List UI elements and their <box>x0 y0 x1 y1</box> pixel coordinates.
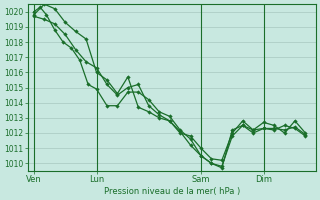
X-axis label: Pression niveau de la mer( hPa ): Pression niveau de la mer( hPa ) <box>104 187 240 196</box>
